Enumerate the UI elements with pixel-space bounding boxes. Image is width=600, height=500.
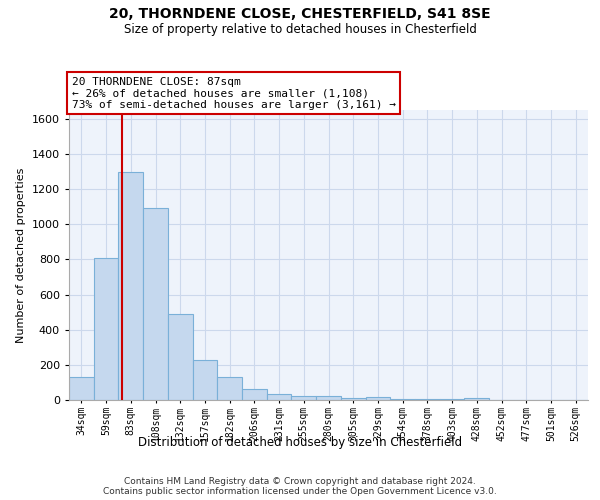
Y-axis label: Number of detached properties: Number of detached properties <box>16 168 26 342</box>
Bar <box>267 394 292 400</box>
Bar <box>440 399 464 400</box>
Text: Contains public sector information licensed under the Open Government Licence v3: Contains public sector information licen… <box>103 486 497 496</box>
Bar <box>415 399 440 400</box>
Text: Contains HM Land Registry data © Crown copyright and database right 2024.: Contains HM Land Registry data © Crown c… <box>124 476 476 486</box>
Bar <box>464 398 489 400</box>
Text: Size of property relative to detached houses in Chesterfield: Size of property relative to detached ho… <box>124 22 476 36</box>
Bar <box>316 396 341 400</box>
Text: Distribution of detached houses by size in Chesterfield: Distribution of detached houses by size … <box>138 436 462 449</box>
Bar <box>242 388 267 400</box>
Text: 20 THORNDENE CLOSE: 87sqm
← 26% of detached houses are smaller (1,108)
73% of se: 20 THORNDENE CLOSE: 87sqm ← 26% of detac… <box>71 77 395 110</box>
Text: 20, THORNDENE CLOSE, CHESTERFIELD, S41 8SE: 20, THORNDENE CLOSE, CHESTERFIELD, S41 8… <box>109 8 491 22</box>
Bar <box>341 398 365 400</box>
Bar <box>118 172 143 400</box>
Bar <box>143 208 168 400</box>
Bar <box>193 360 217 400</box>
Bar <box>365 398 390 400</box>
Bar <box>94 258 118 400</box>
Bar <box>168 314 193 400</box>
Bar <box>292 396 316 400</box>
Bar <box>69 377 94 400</box>
Bar <box>217 377 242 400</box>
Bar <box>390 399 415 400</box>
